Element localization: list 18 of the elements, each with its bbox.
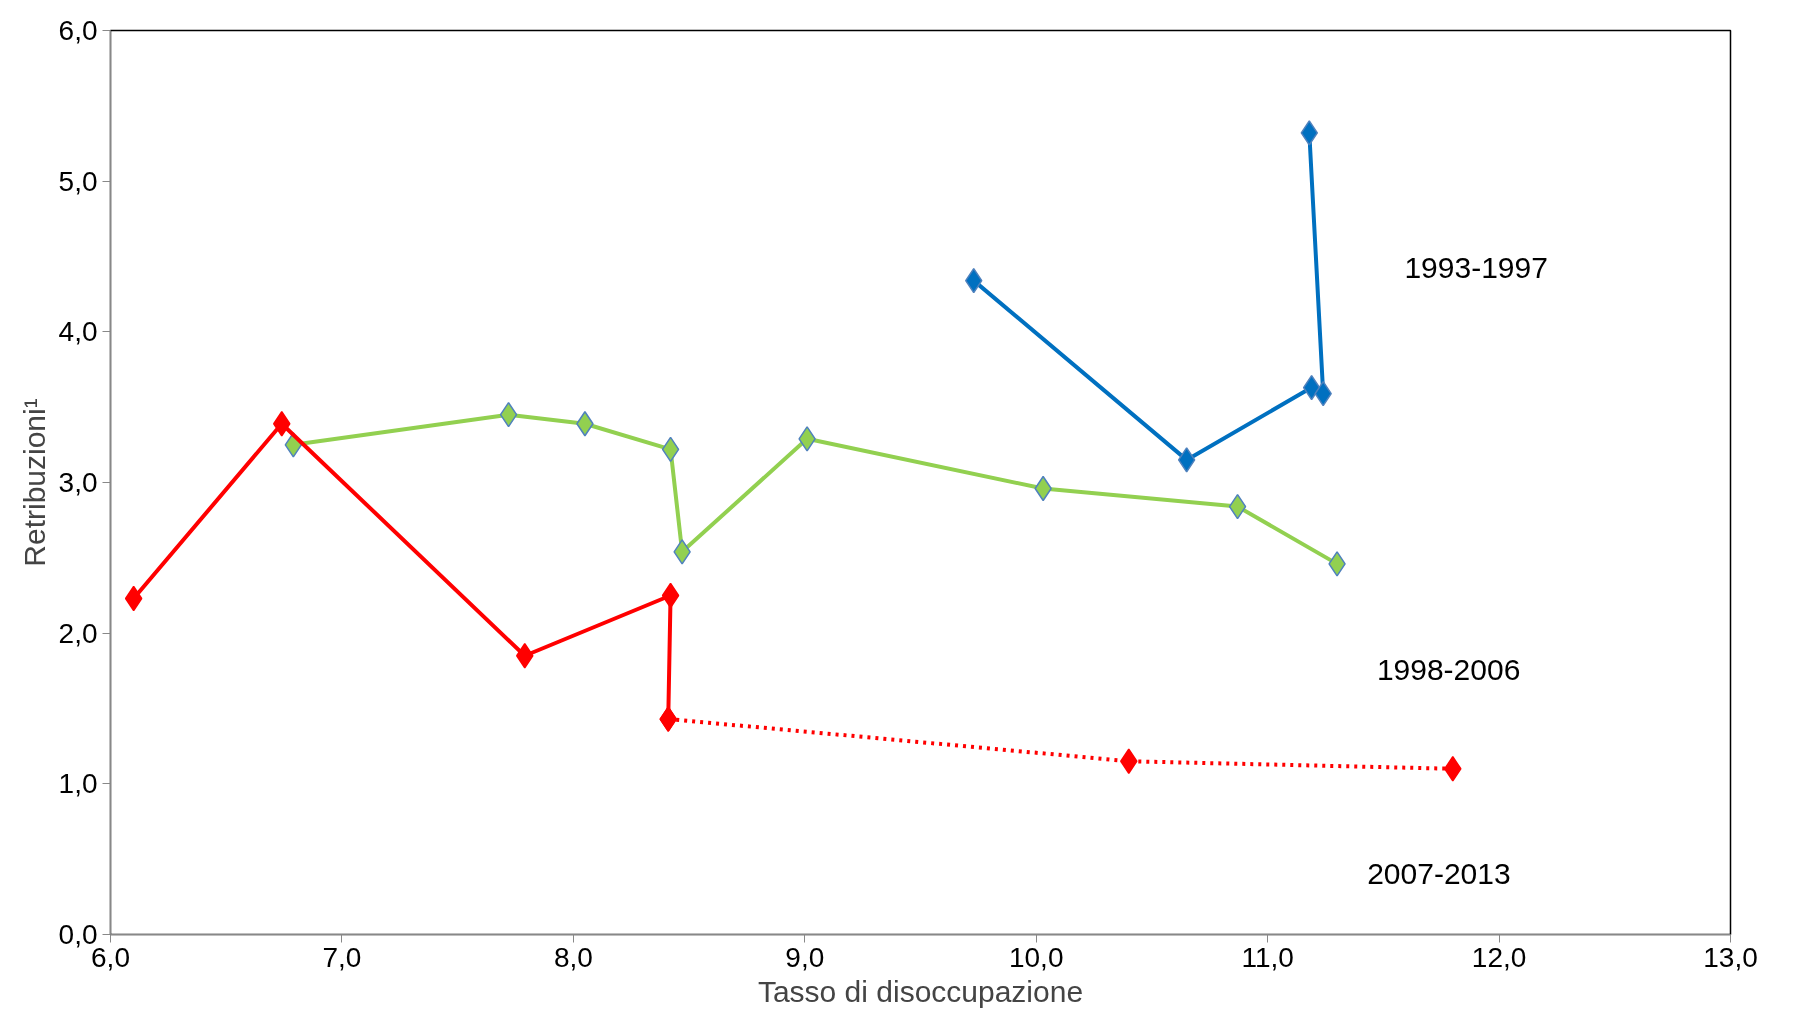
y-tick-label: 5,0 <box>58 165 98 197</box>
x-tick-label: 7,0 <box>322 941 362 973</box>
x-axis-title: Tasso di disoccupazione <box>757 974 1084 1008</box>
x-tick-label: 11,0 <box>1241 941 1294 973</box>
y-tick-label: 1,0 <box>58 768 98 800</box>
y-tick-label: 4,0 <box>58 316 98 348</box>
x-tick-label: 13,0 <box>1703 941 1758 973</box>
annotation: 1993-1997 <box>1404 251 1548 285</box>
annotation: 2007-2013 <box>1367 856 1511 890</box>
x-tick-label: 12,0 <box>1471 941 1527 973</box>
y-tick-label: 3,0 <box>58 467 98 498</box>
x-tick-label: 9,0 <box>785 941 825 973</box>
x-tick-label: 8,0 <box>553 941 593 973</box>
x-tick-label: 10,0 <box>1008 941 1064 973</box>
y-tick-label: 2,0 <box>58 617 98 649</box>
annotation: 1998-2006 <box>1376 652 1521 686</box>
y-axis-title: Retribuzioni¹ <box>17 398 51 567</box>
y-tick-label: 6,0 <box>58 15 98 46</box>
